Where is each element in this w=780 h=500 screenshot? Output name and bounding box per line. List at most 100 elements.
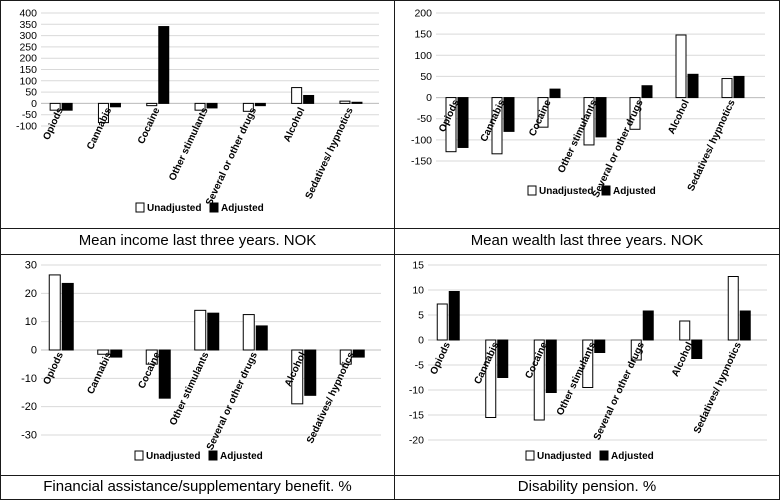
- bar-unadjusted-cocaine: [145, 349, 158, 365]
- income-caption: Mean income last three years. NOK: [78, 232, 317, 249]
- category-label-several-or-other-drugs: Several or other drugs: [592, 340, 647, 442]
- bar-adjusted-cocaine: [549, 88, 561, 99]
- y-tick-label: -15: [409, 410, 424, 422]
- y-tick-label: -100: [16, 121, 37, 133]
- bar-adjusted-other-stimulants: [594, 339, 606, 353]
- bar-adjusted-cannabis: [109, 102, 121, 108]
- bar-adjusted-other-stimulants: [206, 102, 218, 109]
- bar-unadjusted-cannabis: [485, 339, 497, 418]
- bar-adjusted-alcohol: [687, 73, 699, 99]
- legend-swatch-unadjusted: [527, 185, 537, 196]
- category-label-other-stimulants: Other stimulants: [168, 350, 212, 427]
- y-tick-label: -50: [22, 109, 37, 121]
- bar-adjusted-other-stimulants: [595, 97, 607, 138]
- bar-unadjusted-several-or-other-drugs: [242, 314, 255, 351]
- y-tick-label: 50: [420, 71, 432, 83]
- category-label-alcohol: Alcohol: [666, 98, 692, 136]
- y-tick-label: -10: [409, 385, 424, 397]
- category-label-opiods: Opiods: [41, 350, 66, 386]
- category-label-several-or-other-drugs: Several or other drugs: [205, 350, 260, 452]
- y-tick-label: 100: [414, 50, 432, 62]
- bar-unadjusted-opiods: [48, 274, 61, 351]
- bar-unadjusted-cocaine: [146, 102, 158, 107]
- bar-adjusted-cannabis: [497, 339, 509, 378]
- y-tick-label: -5: [415, 360, 424, 372]
- bar-adjusted-several-or-other-drugs: [254, 102, 266, 107]
- bar-unadjusted-cocaine: [533, 339, 545, 421]
- y-tick-label: -20: [21, 401, 37, 413]
- bar-adjusted-alcohol: [691, 339, 703, 359]
- disability-pension-caption: Disability pension. %: [517, 478, 657, 495]
- y-tick-label: 300: [19, 30, 37, 42]
- bar-unadjusted-sedatives-hypnotics: [339, 100, 351, 104]
- bar-unadjusted-cannabis: [97, 349, 110, 355]
- legend-swatch-adjusted: [599, 450, 609, 461]
- category-label-cocaine: Cocaine: [527, 98, 554, 138]
- bar-adjusted-sedatives-hypnotics: [352, 349, 365, 358]
- legend: Unadjusted Adjusted: [135, 202, 264, 214]
- bar-unadjusted-opiods: [436, 303, 448, 341]
- y-tick-label: -100: [411, 134, 432, 146]
- bar-unadjusted-opiods: [49, 102, 61, 111]
- legend-swatch-adjusted: [208, 450, 218, 461]
- y-tick-label: 20: [25, 288, 37, 300]
- category-label-cannabis: Cannabis: [85, 350, 114, 396]
- category-label-opiods: Opiods: [428, 340, 453, 376]
- bar-adjusted-several-or-other-drugs: [641, 85, 653, 99]
- y-tick-label: 0: [418, 335, 424, 347]
- bar-adjusted-sedatives-hypnotics: [733, 75, 745, 99]
- legend: Unadjusted Adjusted: [134, 450, 263, 462]
- y-tick-label: 0: [31, 345, 37, 357]
- bar-adjusted-alcohol: [304, 349, 317, 396]
- bar-adjusted-cannabis: [503, 97, 515, 132]
- legend-swatch-adjusted: [601, 185, 611, 196]
- bar-unadjusted-alcohol: [291, 87, 303, 104]
- bar-unadjusted-opiods: [445, 97, 457, 153]
- bar-unadjusted-cocaine: [537, 97, 549, 128]
- y-tick-label: 15: [412, 260, 424, 272]
- y-tick-label: 200: [19, 53, 37, 65]
- y-tick-label: 10: [25, 316, 37, 328]
- y-tick-label: 150: [19, 64, 37, 76]
- bar-adjusted-opiods: [61, 102, 73, 111]
- y-tick-label: 30: [25, 260, 37, 272]
- bar-unadjusted-sedatives-hypnotics: [339, 349, 352, 365]
- legend-swatch-unadjusted: [525, 450, 535, 461]
- financial-assistance-caption: Financial assistance/supplementary benef…: [43, 478, 352, 495]
- bar-adjusted-alcohol: [303, 94, 315, 104]
- category-label-alcohol: Alcohol: [282, 106, 308, 144]
- bar-unadjusted-several-or-other-drugs: [629, 97, 641, 130]
- bar-adjusted-cocaine: [158, 26, 170, 104]
- bar-unadjusted-cannabis: [491, 97, 503, 155]
- bar-unadjusted-sedatives-hypnotics: [721, 78, 733, 99]
- bar-unadjusted-alcohol: [291, 349, 304, 405]
- category-label-opiods: Opiods: [41, 106, 66, 142]
- bar-unadjusted-cannabis: [97, 102, 109, 124]
- y-tick-label: 0: [31, 98, 37, 110]
- y-tick-label: -150: [411, 156, 432, 168]
- legend-label-unadjusted: Unadjusted: [146, 451, 200, 462]
- y-tick-label: 150: [414, 29, 432, 41]
- bar-unadjusted-several-or-other-drugs: [630, 339, 642, 361]
- bar-unadjusted-other-stimulants: [194, 309, 207, 351]
- bar-adjusted-opiods: [457, 97, 469, 148]
- category-label-other-stimulants: Other stimulants: [167, 106, 211, 183]
- y-tick-label: -50: [417, 113, 432, 125]
- legend-label-adjusted: Adjusted: [221, 203, 264, 214]
- bar-unadjusted-other-stimulants: [583, 97, 595, 146]
- bar-unadjusted-other-stimulants: [194, 102, 206, 111]
- bar-adjusted-opiods: [448, 291, 460, 341]
- wealth-caption: Mean wealth last three years. NOK: [470, 232, 704, 249]
- bar-adjusted-other-stimulants: [207, 312, 220, 351]
- category-label-sedatives-hypnotics: Sedatives/ hypnotics: [304, 106, 356, 201]
- bar-unadjusted-alcohol: [679, 320, 691, 341]
- y-tick-label: 10: [412, 285, 424, 297]
- bar-adjusted-cocaine: [545, 339, 557, 393]
- legend-swatch-unadjusted: [134, 450, 144, 461]
- bar-adjusted-sedatives-hypnotics: [351, 101, 363, 104]
